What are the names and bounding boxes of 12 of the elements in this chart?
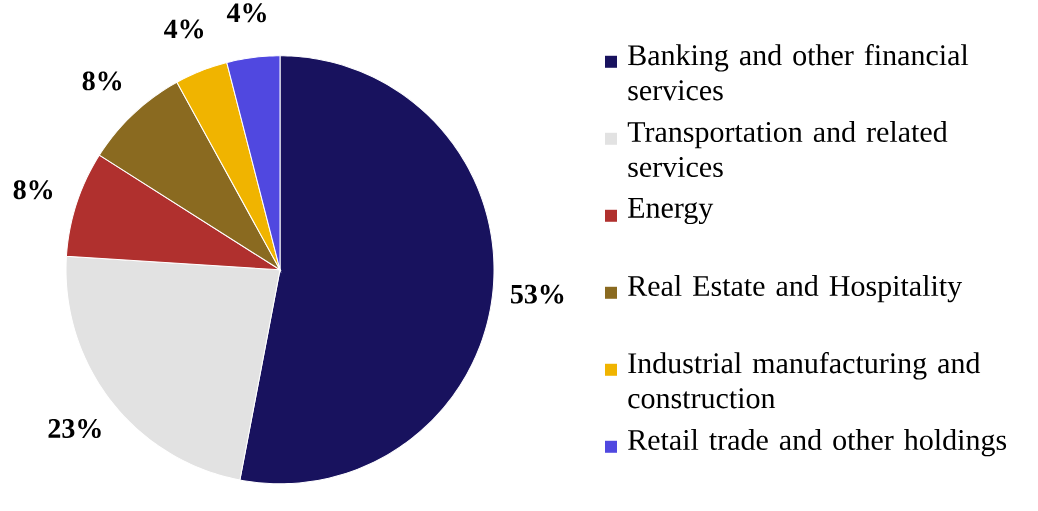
legend-label: Industrial manufacturing and construction <box>628 352 981 409</box>
legend-label: Retail trade and other holdings <box>628 429 1007 457</box>
legend-label: Transportation and related services <box>627 121 948 178</box>
data-label: 23% <box>48 419 101 439</box>
legend-label: Real Estate and Hospitality <box>628 275 963 303</box>
legend-label: Energy <box>628 198 714 225</box>
data-label: 8% <box>82 71 122 91</box>
data-label: 53% <box>510 284 564 304</box>
data-label: 4% <box>226 3 266 23</box>
data-label: 8% <box>13 180 53 200</box>
data-label: 4% <box>164 19 204 39</box>
legend-label: Banking and other financial services <box>628 44 969 101</box>
